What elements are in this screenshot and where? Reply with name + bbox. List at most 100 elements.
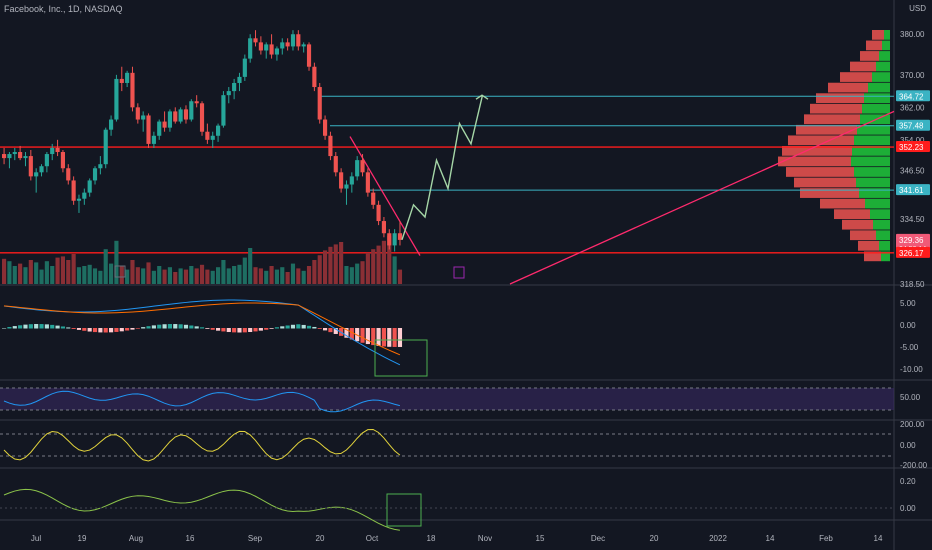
volume-profile-down-bar bbox=[864, 251, 881, 262]
macd-histogram-bar bbox=[371, 328, 376, 346]
volume-bar bbox=[109, 263, 114, 284]
cci-tick-label: 200.00 bbox=[900, 420, 925, 429]
volume-bar bbox=[376, 245, 381, 284]
macd-histogram-bar bbox=[232, 328, 237, 333]
volume-profile-down-bar bbox=[872, 30, 884, 40]
volume-profile-down-bar bbox=[842, 219, 873, 230]
macd-histogram-bar bbox=[242, 328, 247, 333]
volume-profile-up-bar bbox=[864, 93, 890, 104]
candle-body bbox=[339, 172, 344, 189]
candle-body bbox=[376, 204, 381, 222]
macd-histogram-bar bbox=[285, 325, 290, 329]
volume-bar bbox=[397, 269, 403, 284]
macd-histogram-bar bbox=[82, 328, 87, 331]
volume-profile-down-bar bbox=[828, 82, 868, 93]
time-tick-label: Sep bbox=[248, 534, 263, 543]
volume-bar bbox=[18, 263, 23, 284]
time-tick-label: 19 bbox=[78, 534, 87, 543]
macd-tick-label: -5.00 bbox=[900, 343, 919, 352]
volume-bar bbox=[141, 268, 146, 284]
volume-profile-up-bar bbox=[870, 209, 890, 220]
macd-histogram-bar bbox=[296, 324, 301, 329]
time-tick-label: Oct bbox=[366, 534, 379, 543]
candle-body bbox=[130, 72, 135, 108]
volume-bar bbox=[317, 255, 322, 284]
time-tick-label: 14 bbox=[766, 534, 775, 543]
macd-histogram-bar bbox=[66, 327, 71, 329]
macd-histogram-bar bbox=[151, 325, 156, 329]
macd-histogram-bar bbox=[210, 328, 215, 330]
currency-label: USD bbox=[909, 4, 926, 13]
candle-body bbox=[194, 101, 199, 104]
volume-bar bbox=[82, 266, 87, 284]
macd-histogram-bar bbox=[50, 324, 55, 329]
candle-body bbox=[66, 168, 71, 181]
volume-bar bbox=[301, 270, 306, 284]
macd-histogram-bar bbox=[23, 324, 28, 329]
candle-body bbox=[178, 109, 183, 122]
candle-body bbox=[387, 233, 392, 246]
price-tick-label: 318.50 bbox=[900, 280, 925, 289]
volume-profile-down-bar bbox=[788, 135, 854, 146]
macd-histogram-bar bbox=[264, 328, 269, 330]
macd-histogram-bar bbox=[28, 324, 33, 329]
volume-profile-down-bar bbox=[778, 156, 851, 167]
volume-profile-down-bar bbox=[786, 167, 854, 177]
volume-profile-down-bar bbox=[850, 230, 876, 241]
candle-body bbox=[226, 91, 231, 96]
candle-body bbox=[280, 42, 285, 49]
volume-bar bbox=[39, 269, 44, 284]
candle-body bbox=[317, 87, 322, 120]
candle-body bbox=[109, 119, 114, 130]
volume-bar bbox=[167, 267, 172, 284]
earnings-marker-past bbox=[114, 265, 126, 278]
candle-body bbox=[141, 115, 146, 120]
candle-body bbox=[103, 129, 108, 165]
price-badge bbox=[896, 141, 930, 153]
momentum-highlight-box bbox=[386, 493, 422, 527]
volume-bar bbox=[339, 242, 344, 284]
volume-profile-up-bar bbox=[865, 198, 890, 209]
price-badge-label: 364.72 bbox=[899, 92, 924, 101]
candle-body bbox=[162, 121, 167, 128]
volume-bar bbox=[130, 260, 135, 284]
macd-histogram-bar bbox=[162, 324, 167, 329]
volume-bar bbox=[23, 267, 28, 284]
macd-histogram-bar bbox=[167, 324, 172, 329]
time-tick-label: Nov bbox=[478, 534, 492, 543]
volume-profile-down-bar bbox=[858, 240, 879, 251]
candle-body bbox=[232, 82, 237, 92]
volume-bar bbox=[285, 272, 290, 284]
volume-bar bbox=[189, 266, 194, 284]
volume-bar bbox=[60, 256, 65, 284]
candle-body bbox=[7, 154, 12, 159]
candle-body bbox=[301, 44, 306, 47]
volume-bar bbox=[269, 266, 274, 284]
volume-profile-down-bar bbox=[794, 177, 856, 188]
macd-histogram-bar bbox=[360, 328, 365, 343]
candle-body bbox=[371, 192, 376, 205]
cci-line bbox=[3, 428, 401, 462]
macd-histogram-bar bbox=[141, 327, 146, 329]
volume-profile-down-bar bbox=[796, 124, 857, 135]
macd-histogram-bar bbox=[392, 328, 397, 347]
price-badge-label: 341.61 bbox=[899, 186, 924, 195]
volume-profile-up-bar bbox=[856, 177, 890, 188]
candle-body bbox=[258, 42, 263, 51]
macd-tick-label: 5.00 bbox=[900, 299, 916, 308]
rsi-tick-label: 50.00 bbox=[900, 393, 921, 402]
candle-body bbox=[167, 111, 172, 128]
volume-bar bbox=[34, 262, 39, 284]
volume-bar bbox=[365, 252, 370, 284]
macd-histogram-bar bbox=[205, 328, 210, 329]
volume-profile-up-bar bbox=[876, 61, 890, 72]
price-badge-label: 352.23 bbox=[899, 143, 924, 152]
time-tick-label: 15 bbox=[536, 534, 545, 543]
candle-body bbox=[189, 101, 194, 120]
volume-profile-up-bar bbox=[857, 124, 890, 135]
price-badge-label: 329.36 bbox=[899, 236, 924, 245]
macd-histogram-bar bbox=[397, 328, 403, 347]
macd-histogram-bar bbox=[253, 328, 258, 332]
time-tick-label: 20 bbox=[650, 534, 659, 543]
